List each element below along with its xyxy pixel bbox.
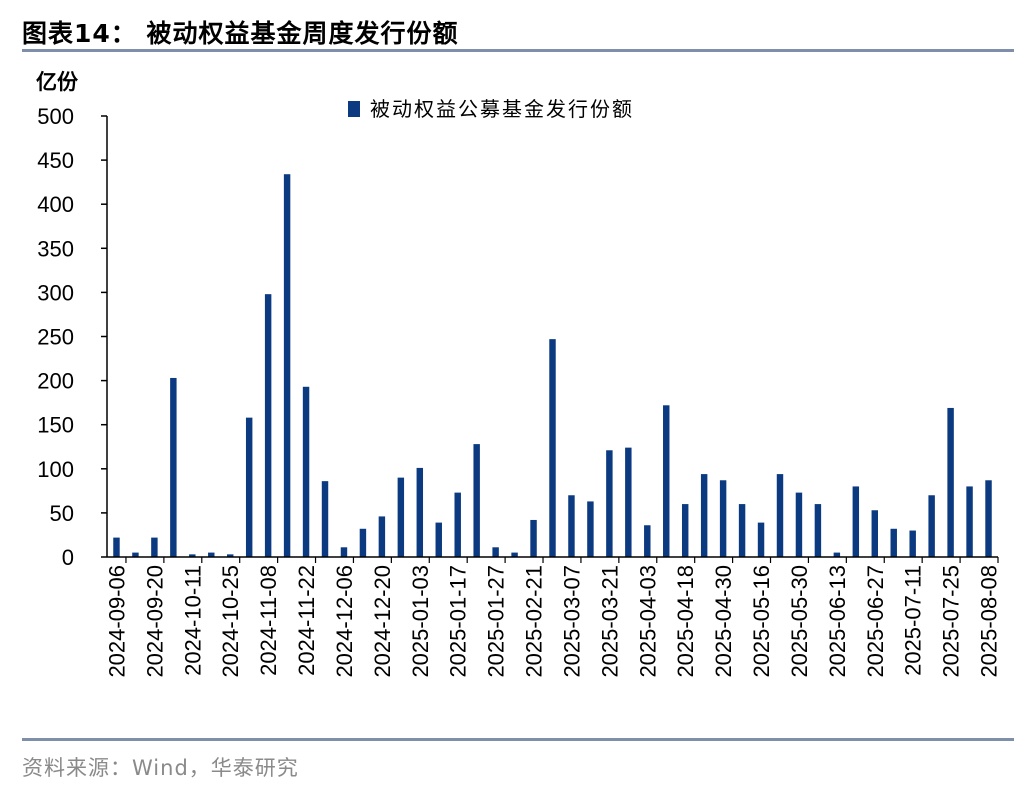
bar	[719, 480, 727, 557]
bar	[359, 528, 367, 557]
bar	[966, 486, 973, 557]
bar	[568, 495, 575, 557]
x-tick-label: 2025-07-11	[901, 565, 926, 676]
bar	[492, 547, 499, 557]
bar	[795, 492, 803, 557]
legend-label: 被动权益公募基金发行份额	[370, 97, 634, 121]
x-tick-label: 2025-06-13	[825, 565, 850, 678]
bar	[397, 477, 405, 557]
x-tick-label: 2025-04-03	[635, 565, 660, 678]
bar	[151, 537, 158, 557]
bar	[321, 481, 329, 557]
y-tick-label: 500	[37, 104, 74, 129]
bar	[776, 474, 784, 557]
bar	[833, 552, 841, 557]
bar	[283, 174, 291, 557]
x-tick-label: 2025-06-27	[863, 565, 888, 678]
bar	[511, 552, 518, 557]
legend-swatch	[348, 101, 360, 117]
bar	[871, 510, 878, 557]
x-tick-label: 2025-04-18	[673, 565, 698, 678]
bar	[208, 552, 215, 557]
bar	[416, 467, 424, 557]
bar	[700, 474, 708, 557]
y-tick-label: 350	[37, 236, 74, 261]
y-tick-label: 200	[37, 369, 74, 394]
x-tick-label: 2025-03-21	[597, 565, 622, 678]
y-tick-label: 250	[37, 325, 74, 350]
bar	[681, 504, 689, 557]
bar	[530, 519, 537, 557]
y-axis-unit-label: 亿份	[36, 70, 79, 94]
footer-divider	[22, 738, 1014, 741]
bar	[928, 495, 935, 557]
x-tick-label: 2024-12-06	[332, 565, 357, 678]
bar	[644, 525, 651, 557]
x-tick-label: 2024-12-20	[370, 565, 395, 678]
x-tick-label: 2025-03-07	[559, 565, 584, 678]
bar	[909, 530, 916, 557]
x-tick-label: 2025-01-27	[484, 565, 509, 678]
y-tick-label: 150	[37, 413, 74, 438]
y-tick-label: 0	[62, 545, 74, 570]
x-tick-label: 2025-01-03	[408, 565, 433, 678]
bar	[189, 554, 196, 557]
bar	[549, 339, 556, 557]
y-tick-label: 100	[37, 457, 74, 482]
x-tick-label: 2025-04-30	[711, 565, 736, 678]
x-tick-label: 2024-09-06	[104, 565, 129, 678]
figure-title: 图表14： 被动权益基金周度发行份额	[22, 19, 459, 48]
bar	[245, 417, 253, 557]
y-tick-label: 50	[50, 501, 74, 526]
x-tick-label: 2024-10-11	[180, 565, 205, 676]
x-tick-label: 2024-11-08	[256, 565, 281, 676]
source-note: 资料来源：Wind，华泰研究	[22, 756, 299, 780]
y-tick-label: 300	[37, 280, 74, 305]
bar	[473, 444, 480, 557]
bar	[454, 492, 461, 557]
bar	[113, 537, 120, 557]
bar	[587, 501, 594, 557]
title-divider	[22, 49, 1014, 52]
bar	[738, 504, 746, 557]
bar	[947, 407, 954, 557]
bar	[757, 522, 765, 557]
y-tick-label: 400	[37, 192, 74, 217]
bar	[340, 547, 348, 557]
bar	[852, 486, 860, 557]
x-tick-label: 2025-05-16	[749, 565, 774, 678]
bar	[985, 480, 992, 557]
x-tick-label: 2025-05-30	[787, 565, 812, 678]
x-tick-label: 2025-01-17	[446, 565, 471, 678]
bar	[625, 447, 632, 557]
x-tick-label: 2025-07-25	[939, 565, 964, 678]
bar	[302, 386, 310, 557]
bar	[606, 450, 613, 557]
bar	[378, 516, 386, 557]
x-tick-label: 2024-09-20	[142, 565, 167, 678]
bar	[227, 554, 234, 557]
x-tick-label: 2025-02-21	[522, 565, 547, 678]
bar	[132, 552, 139, 557]
x-tick-label: 2024-10-25	[218, 565, 243, 678]
bar	[435, 522, 442, 557]
bar	[170, 377, 177, 557]
x-tick-label: 2025-08-08	[977, 565, 1002, 678]
x-tick-label: 2024-11-22	[294, 565, 319, 676]
bar	[264, 294, 272, 557]
bar	[814, 504, 822, 557]
bar	[663, 405, 670, 557]
y-tick-label: 450	[37, 148, 74, 173]
bar	[890, 528, 897, 557]
